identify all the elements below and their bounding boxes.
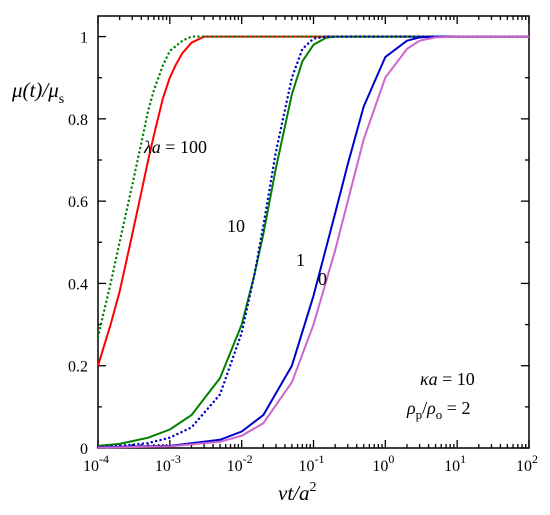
series-group (96, 35, 531, 449)
x-tick-label-6: 102 (516, 452, 538, 475)
series-line-1 (97, 35, 529, 366)
density-ratio-annotation: ρp/ρo = 2 (406, 398, 470, 422)
x-tick-label-3: 10-1 (299, 452, 325, 475)
y-tick-label-0: 0 (80, 441, 88, 458)
x-axis-title: νt/a2 (278, 480, 317, 505)
label-1: 1 (296, 250, 305, 270)
label-0: 0 (318, 269, 327, 289)
x-tick-label-5: 101 (444, 452, 466, 475)
x-tick-label-0: 10-4 (83, 452, 109, 475)
kappa-annotation: κa = 10 (420, 369, 475, 389)
y-tick-label-3: 0.6 (68, 194, 88, 211)
y-tick-label-1: 0.2 (68, 359, 88, 376)
series-line-4 (96, 35, 531, 448)
x-tick-label-2: 10-2 (227, 452, 253, 475)
series-line-5 (97, 35, 529, 449)
y-tick-label-2: 0.4 (68, 276, 88, 293)
lambda-annotation: λa = 100 (143, 137, 207, 157)
x-tick-label-1: 10-3 (155, 452, 181, 475)
series-line-6 (97, 35, 529, 449)
y-axis-title: μ(t)/μs (11, 78, 64, 107)
series-line-3 (97, 35, 529, 447)
x-tick-label-4: 100 (372, 452, 394, 475)
y-tick-label-5: 1 (80, 30, 88, 47)
series-line-2 (96, 35, 531, 339)
y-tick-label-4: 0.8 (68, 112, 88, 129)
label-10: 10 (227, 216, 245, 236)
